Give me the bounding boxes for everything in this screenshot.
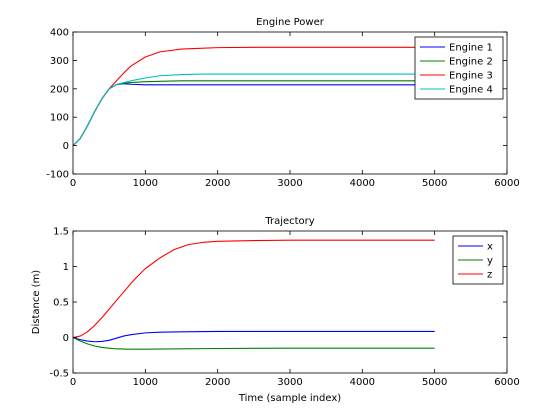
y-tick-label: 100	[50, 113, 69, 124]
series-line-1	[73, 330, 435, 343]
x-tick-label: 1000	[133, 178, 158, 189]
legend-label-1: x	[487, 242, 493, 253]
legend-label-2: Engine 2	[449, 57, 493, 68]
x-tick-label: 1000	[133, 377, 158, 388]
x-tick-label: 2000	[205, 377, 230, 388]
y-tick-label: 200	[50, 84, 69, 95]
x-tick-label: 0	[70, 178, 76, 189]
x-tick-label: 2000	[205, 178, 230, 189]
x-tick-label: 0	[70, 377, 76, 388]
y-tick-label: 0	[63, 333, 69, 344]
chart-2: 0 1000 2000 3000 4000 5000 6000-0.500.511.5Tra…	[31, 216, 520, 404]
x-tick-label: 3000	[277, 178, 302, 189]
x-tick-label: 3000	[277, 377, 302, 388]
legend-label-3: Engine 3	[449, 71, 493, 82]
legend-label-2: y	[487, 256, 493, 267]
y-tick-label: -100	[46, 170, 69, 181]
x-tick-label: 6000	[494, 377, 519, 388]
y-tick-label: 1.5	[53, 227, 69, 238]
legend-label-3: z	[487, 270, 492, 281]
legend-label-1: Engine 1	[449, 43, 493, 54]
x-tick-label: 4000	[350, 377, 375, 388]
series-line-3	[73, 239, 435, 339]
chart-1: 0 1000 2000 3000 4000 5000 6000-10001002003004…	[46, 17, 519, 189]
series-group	[73, 46, 435, 146]
series-line-4	[73, 73, 435, 146]
x-tick-label: 5000	[422, 178, 447, 189]
x-tick-label: 6000	[494, 178, 519, 189]
legend: xyz	[452, 235, 504, 285]
chart-title: Engine Power	[256, 17, 325, 28]
y-tick-label: 0.5	[53, 298, 69, 309]
plot-area	[73, 231, 507, 373]
x-tick-label: 5000	[422, 377, 447, 388]
series-group	[73, 239, 435, 350]
y-tick-label: 300	[50, 56, 69, 67]
y-tick-label: -0.5	[49, 369, 69, 380]
y-axis-label: Distance (m)	[31, 270, 42, 335]
legend-label-4: Engine 4	[449, 85, 493, 96]
x-axis-label: Time (sample index)	[238, 393, 341, 404]
series-line-2	[73, 337, 435, 350]
y-tick-label: 0	[63, 141, 69, 152]
legend: Engine 1 Engine 2 Engine 3 Engine 4	[414, 36, 504, 100]
x-tick-label: 4000	[350, 178, 375, 189]
y-tick-label: 400	[50, 28, 69, 39]
chart-title: Trajectory	[264, 216, 314, 227]
y-tick-label: 1	[63, 262, 69, 273]
